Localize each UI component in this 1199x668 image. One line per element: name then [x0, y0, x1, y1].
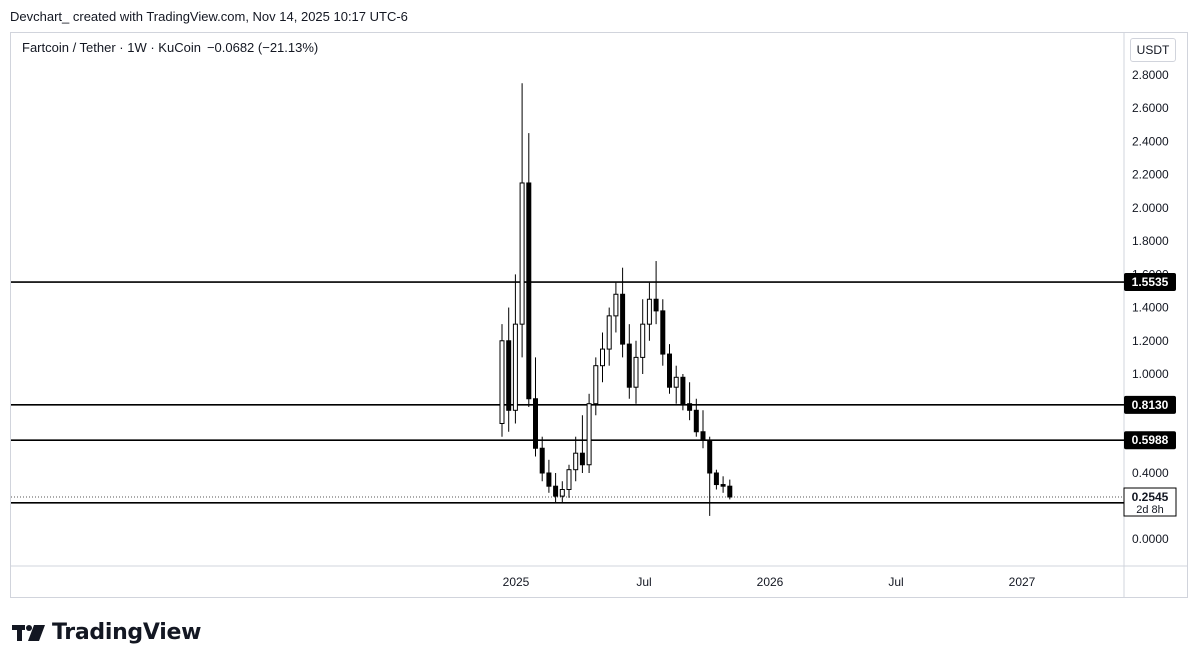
y-tick-label: 2.8000 [1132, 68, 1169, 82]
chart-frame [10, 32, 1188, 598]
candle-body [600, 348, 605, 367]
candle-body [539, 447, 545, 474]
candle-body [593, 365, 599, 405]
candle-body [640, 323, 646, 358]
level-label: 0.5988 [1132, 433, 1169, 447]
chart-attribution: Devchart_ created with TradingView.com, … [10, 9, 408, 24]
candle-body [506, 340, 512, 411]
y-tick-label: 1.8000 [1132, 234, 1169, 248]
y-tick-label: 2.0000 [1132, 201, 1169, 215]
candle-body [606, 315, 612, 350]
candle-body [512, 323, 518, 411]
candle-body [613, 293, 619, 317]
tradingview-logo[interactable]: TradingView [12, 620, 201, 645]
tradingview-logo-icon [12, 624, 45, 641]
candle-body [566, 469, 572, 491]
y-tick-label: 2.6000 [1132, 101, 1169, 115]
currency-button[interactable]: USDT [1130, 38, 1176, 62]
candle-body [499, 340, 505, 424]
candle-body [720, 484, 726, 487]
candle-body [660, 310, 666, 355]
symbol-description: Fartcoin / Tether · 1W · KuCoin [22, 40, 201, 55]
candle-body [573, 452, 579, 471]
x-tick-label: Jul [636, 575, 651, 589]
candle-body [673, 376, 679, 388]
level-label: 1.5535 [1132, 275, 1169, 289]
y-tick-label: 2.4000 [1132, 134, 1169, 148]
y-tick-label: 0.0000 [1132, 532, 1169, 546]
level-label-box [1124, 273, 1176, 292]
x-tick-label: 2026 [757, 575, 784, 589]
bar-countdown-label: 2d 8h [1136, 504, 1164, 516]
y-tick-label: 1.4000 [1132, 301, 1169, 315]
candle-body [727, 485, 733, 498]
candle-body [713, 472, 719, 486]
candle-body [519, 182, 525, 325]
candle-body [687, 403, 693, 411]
x-tick-label: 2027 [1009, 575, 1036, 589]
candle-body [707, 439, 713, 474]
candle-body [559, 489, 565, 497]
level-label: 0.8130 [1132, 398, 1169, 412]
candle-body [620, 293, 626, 345]
price-change: −0.0682 (−21.13%) [206, 40, 319, 55]
logo-text: TradingView [52, 620, 202, 645]
candle-body [626, 343, 632, 388]
y-tick-label: 1.2000 [1132, 334, 1169, 348]
candle-body [533, 398, 538, 449]
y-tick-label: 0.4000 [1132, 466, 1169, 480]
y-tick-label: 2.2000 [1132, 168, 1169, 182]
candle-body [526, 182, 532, 400]
level-label-box [1124, 395, 1176, 414]
candle-body [633, 356, 639, 388]
candle-body [579, 452, 585, 466]
x-tick-label: Jul [888, 575, 903, 589]
symbol-legend: Fartcoin / Tether · 1W · KuCoin −0.0682 (… [22, 40, 318, 55]
candle-body [586, 403, 592, 466]
candle-body [667, 353, 672, 388]
candle-body [693, 409, 699, 433]
last-price-box [1123, 487, 1177, 517]
candle-body [546, 472, 552, 487]
last-price-label: 0.2545 [1132, 490, 1169, 504]
candle-body [680, 376, 686, 405]
candle-body [646, 298, 652, 325]
x-tick-label: 2025 [503, 575, 530, 589]
candle-body [700, 431, 706, 441]
y-tick-label: 1.0000 [1132, 367, 1169, 381]
level-label-box [1124, 431, 1176, 450]
candle-body [553, 485, 559, 497]
candle-body [653, 298, 659, 312]
